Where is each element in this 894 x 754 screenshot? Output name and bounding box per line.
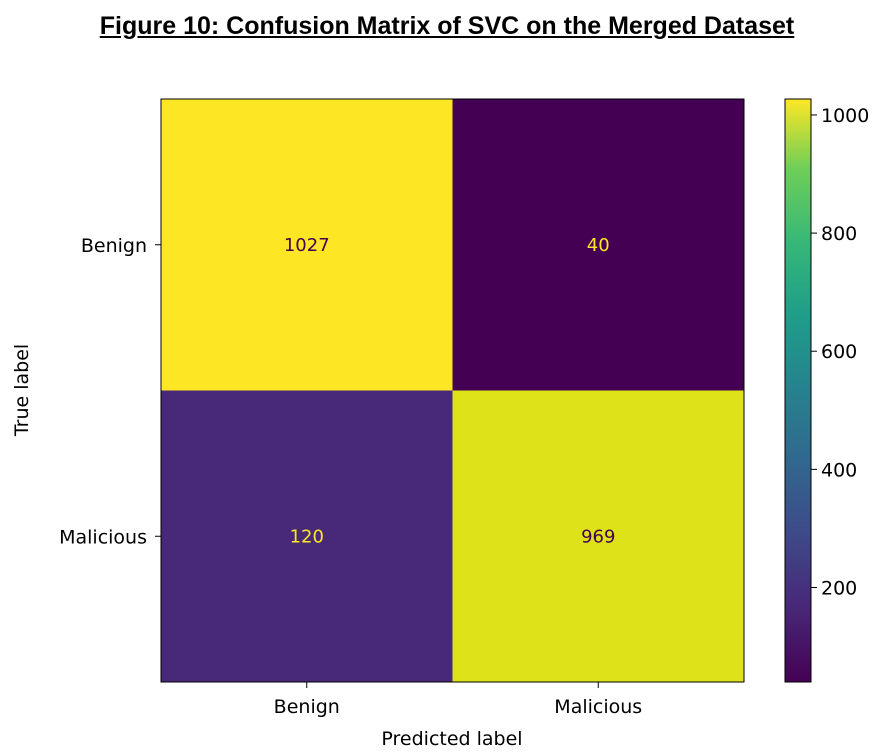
- cell-value-label: 40: [587, 235, 610, 256]
- matrix-cell: [452, 390, 744, 682]
- colorbar-tick-label: 600: [821, 341, 857, 363]
- matrix-cell: [452, 99, 744, 391]
- matrix-cell: [161, 99, 453, 391]
- x-tick-label: Malicious: [554, 696, 642, 718]
- plot-frame: [160, 98, 745, 683]
- matrix-cell: [161, 390, 453, 682]
- x-tick-label: Benign: [274, 696, 340, 718]
- colorbar-tick-label: 800: [821, 223, 857, 245]
- y-axis-label: True label: [11, 344, 33, 437]
- colorbar-tick-label: 200: [821, 577, 857, 599]
- colorbar-tick-label: 400: [821, 459, 857, 481]
- colorbar-tick-label: 1000: [821, 105, 869, 127]
- colorbar: [784, 98, 812, 683]
- y-tick-label: Malicious: [59, 526, 147, 548]
- cell-value-label: 1027: [284, 235, 330, 256]
- figure-title: Figure 10: Confusion Matrix of SVC on th…: [99, 12, 795, 40]
- y-tick-label: Benign: [81, 235, 147, 257]
- cell-value-label: 969: [581, 526, 615, 547]
- cell-value-label: 120: [290, 526, 324, 547]
- x-axis-label: Predicted label: [381, 728, 522, 750]
